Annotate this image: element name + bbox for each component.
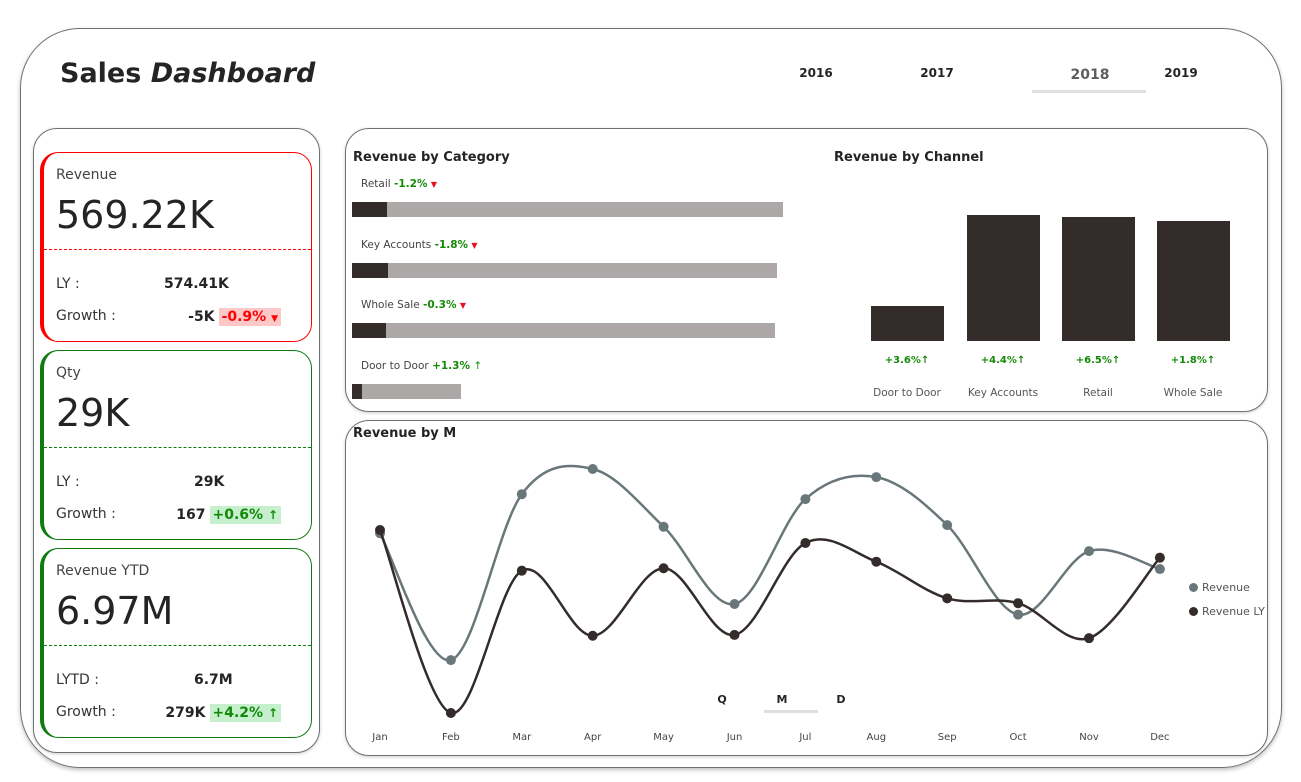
up-arrow-icon: ↑	[267, 706, 278, 720]
legend-revenue[interactable]: Revenue	[1189, 581, 1250, 594]
kpi-ly-label: LY :	[56, 276, 80, 292]
kpi-ly-label: LY :	[56, 474, 80, 490]
kpi-card: Revenue YTD 6.97M LYTD : 6.7M Growth : 2…	[40, 548, 312, 738]
kpi-label: Revenue	[56, 167, 117, 183]
legend-revenue-ly[interactable]: Revenue LY	[1189, 605, 1265, 618]
channel-label: Retail	[1083, 387, 1113, 399]
year-2016[interactable]: 2016	[799, 66, 833, 80]
x-tick-label: Jun	[726, 732, 743, 743]
kpi-value: 6.97M	[56, 589, 174, 633]
category-label: Whole Sale -0.3% ▼	[361, 299, 466, 311]
year-selected-underline	[1032, 90, 1146, 93]
x-tick-label: Jan	[372, 732, 388, 743]
down-triangle-icon: ▼	[471, 241, 478, 250]
line-chart-title: Revenue by M	[353, 426, 457, 441]
x-tick-label: Apr	[584, 732, 602, 743]
channel-growth: +3.6%↑	[884, 355, 930, 366]
x-tick-label: Sep	[937, 732, 957, 743]
kpi-divider	[44, 447, 311, 448]
down-triangle-icon: ▼	[271, 314, 278, 324]
year-2018[interactable]: 2018	[1070, 67, 1110, 83]
kpi-growth-label: Growth :	[56, 506, 116, 522]
kpi-growth-value: -5K	[188, 309, 215, 325]
category-title: Revenue by Category	[353, 150, 510, 165]
x-tick-label: Aug	[866, 732, 887, 743]
drill-q[interactable]: Q	[717, 693, 727, 706]
kpi-label: Qty	[56, 365, 81, 381]
kpi-growth-badge: -0.9% ▼	[218, 308, 281, 326]
down-triangle-icon: ▼	[430, 180, 437, 189]
channel-label: Key Accounts	[967, 387, 1039, 399]
year-2017[interactable]: 2017	[920, 66, 954, 80]
kpi-growth-value: 167	[176, 507, 206, 523]
kpi-card: Revenue 569.22K LY : 574.41K Growth : -5…	[40, 152, 312, 342]
category-label: Door to Door +1.3% ↑	[361, 360, 483, 372]
channel-growth: +1.8%↑	[1170, 355, 1216, 366]
kpi-card: Qty 29K LY : 29K Growth : 167 +0.6% ↑	[40, 350, 312, 540]
category-bar[interactable]	[352, 384, 462, 399]
channel-bar[interactable]	[871, 306, 944, 341]
legend-label: Revenue LY	[1202, 605, 1265, 618]
legend-label: Revenue	[1202, 581, 1250, 594]
kpi-growth-label: Growth :	[56, 704, 116, 720]
x-tick-label: May	[653, 732, 674, 743]
category-label: Key Accounts -1.8% ▼	[361, 239, 478, 251]
kpi-divider	[44, 249, 311, 250]
category-bar-highlight	[352, 384, 362, 399]
dashboard-frame	[20, 28, 1282, 768]
kpi-label: Revenue YTD	[56, 563, 150, 579]
kpi-divider	[44, 645, 311, 646]
category-bar[interactable]	[352, 323, 775, 338]
kpi-growth: 167 +0.6% ↑	[176, 506, 281, 524]
kpi-ly-value: 574.41K	[164, 276, 229, 292]
category-label: Retail -1.2% ▼	[361, 178, 437, 190]
legend-dot	[1189, 583, 1198, 592]
channel-label: Whole Sale	[1163, 387, 1223, 399]
kpi-growth: 279K +4.2% ↑	[165, 704, 281, 722]
page-title: Sales Dashboard	[60, 58, 316, 89]
kpi-growth-badge: +4.2% ↑	[209, 704, 281, 722]
year-2019[interactable]: 2019	[1164, 66, 1198, 80]
x-tick-label: Jul	[799, 732, 812, 743]
monthly-revenue-panel	[345, 420, 1268, 756]
kpi-growth-value: 279K	[165, 705, 206, 721]
channel-growth: +4.4%↑	[980, 355, 1026, 366]
x-tick-label: Mar	[512, 732, 532, 743]
drill-selected-underline	[764, 710, 818, 713]
channel-bar[interactable]	[1062, 217, 1135, 341]
kpi-growth-badge: +0.6% ↑	[209, 506, 281, 524]
up-arrow-icon: ↑	[473, 360, 483, 372]
x-tick-label: Dec	[1150, 732, 1170, 743]
x-tick-label: Feb	[442, 732, 460, 743]
down-triangle-icon: ▼	[459, 301, 466, 310]
up-arrow-icon: ↑	[267, 508, 278, 522]
category-bar-highlight	[352, 263, 389, 278]
drill-d[interactable]: D	[836, 693, 846, 706]
x-tick-label: Nov	[1079, 732, 1099, 743]
channel-title: Revenue by Channel	[834, 150, 984, 165]
category-bar[interactable]	[352, 202, 783, 217]
kpi-value: 29K	[56, 391, 130, 435]
drill-m[interactable]: M	[776, 693, 788, 706]
kpi-growth: -5K -0.9% ▼	[188, 308, 281, 326]
x-tick-label: Oct	[1009, 732, 1027, 743]
kpi-growth-label: Growth :	[56, 308, 116, 324]
category-bar[interactable]	[352, 263, 777, 278]
channel-growth: +6.5%↑	[1075, 355, 1121, 366]
kpi-ly-label: LYTD :	[56, 672, 99, 688]
kpi-value: 569.22K	[56, 193, 214, 237]
channel-bar[interactable]	[1157, 221, 1230, 341]
legend-dot	[1189, 607, 1198, 616]
channel-label: Door to Door	[873, 387, 941, 399]
category-bar-highlight	[352, 323, 386, 338]
kpi-ly-value: 6.7M	[194, 672, 233, 688]
channel-bar[interactable]	[967, 215, 1040, 341]
category-bar-highlight	[352, 202, 387, 217]
kpi-ly-value: 29K	[194, 474, 225, 490]
